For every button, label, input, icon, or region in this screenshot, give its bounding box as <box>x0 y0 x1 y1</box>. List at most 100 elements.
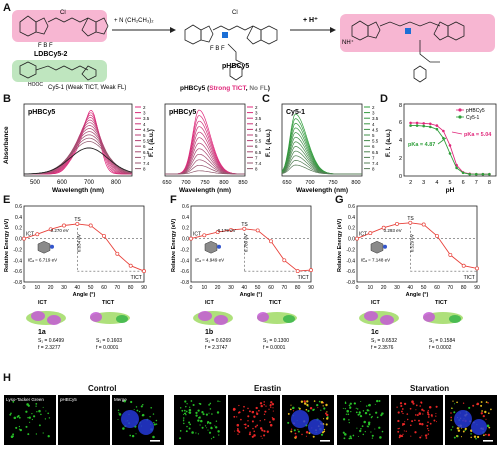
micro-dot <box>188 408 192 412</box>
chart-b2-ylabel: F. I. (a.u.) <box>148 129 155 157</box>
energy-point <box>142 269 146 274</box>
energy-ylabel: Relative Energy (eV) <box>4 219 10 272</box>
micro-dot <box>191 431 194 434</box>
micro-dot <box>406 418 409 421</box>
chart-d-ylabel: F. I. (a.u.) <box>385 129 392 157</box>
nucleus <box>291 410 309 428</box>
micro-dot <box>303 400 306 403</box>
energy-point <box>395 221 399 226</box>
ict-structure-title: ICT <box>371 300 381 306</box>
energy-axes <box>23 205 145 283</box>
micro-dot <box>484 433 487 436</box>
micro-dot <box>185 414 187 416</box>
micro-dot <box>402 424 404 426</box>
energy-point <box>475 266 479 271</box>
nhplus-label: NH⁺ <box>342 39 354 46</box>
micro-dot <box>402 433 404 435</box>
micro-dot <box>243 423 245 426</box>
chart-d: F. I. (a.u.) 0 2 4 6 8 2 3 4 5 6 7 8 pH pHBCy5… <box>385 103 497 194</box>
micro-dot <box>303 402 307 405</box>
micro-dot <box>188 427 191 430</box>
micro-dot <box>401 408 404 410</box>
micro-dot <box>208 431 212 434</box>
legend-c-label: 3.5 <box>372 116 379 121</box>
micro-dot <box>378 400 381 402</box>
micro-dot <box>263 430 266 433</box>
micro-dot <box>218 434 220 436</box>
micro-dot <box>234 430 236 432</box>
micro-dot <box>186 425 188 428</box>
micro-dot <box>476 435 480 439</box>
d-xtick: 7 <box>475 180 478 186</box>
micro-dot <box>217 400 219 402</box>
micro-dot <box>381 430 384 433</box>
legend-c-label: 2 <box>372 105 375 110</box>
d-point <box>435 127 439 131</box>
micro-dot <box>346 409 349 413</box>
micro-dot <box>13 416 17 420</box>
legend-c-label: 5 <box>372 133 375 138</box>
panel-letter-a: A <box>3 2 11 14</box>
micro-dot <box>251 435 254 438</box>
d-xtick: 3 <box>422 180 425 186</box>
micro-dot <box>365 405 368 407</box>
b2-series-5 <box>165 137 245 175</box>
micro-dot <box>400 410 403 413</box>
micro-dot <box>199 403 202 405</box>
micro-dot <box>451 426 454 428</box>
micro-dot <box>353 402 356 405</box>
tict-s1-label: S₁ = 0.1603 <box>96 338 122 344</box>
energy-point <box>35 232 40 237</box>
micro-dot <box>431 416 433 418</box>
energy-xtick: 0 <box>23 285 26 291</box>
legend-c-label: 3 <box>372 111 375 116</box>
micro-dot <box>182 417 185 419</box>
energy-point <box>189 236 193 241</box>
micro-dot <box>48 417 51 419</box>
micro-dot <box>376 399 379 403</box>
micro-dot <box>368 413 371 416</box>
energy-molecule-glyph <box>370 241 387 254</box>
legend-b1-label: 8 <box>143 167 146 172</box>
nucleus <box>454 410 472 428</box>
energy-point <box>202 233 207 238</box>
micro-dot <box>236 416 238 418</box>
energy-ie-label: IEₐ = 6.719 eV <box>28 257 57 262</box>
micro-dot <box>290 404 292 406</box>
energy-ytick: -0.2 <box>346 247 355 253</box>
b2-series-8 <box>165 170 245 175</box>
micro-dot <box>368 403 371 407</box>
micro-dot <box>342 418 346 421</box>
micro-dot <box>305 435 307 437</box>
energy-xtick: 30 <box>394 285 400 291</box>
micro-dot <box>419 405 422 407</box>
micro-dot <box>402 412 404 415</box>
micro-dot <box>256 424 259 427</box>
micro-dot <box>485 401 488 403</box>
micro-dot <box>42 406 44 408</box>
micro-dot <box>35 405 37 407</box>
micro-dot <box>259 420 261 422</box>
micro-dot <box>297 430 300 433</box>
micro-dot <box>480 412 483 415</box>
chart-c-ylabel: F. I. (a.u.) <box>265 129 272 157</box>
d-point <box>415 121 419 125</box>
micro-dot <box>199 424 201 426</box>
legend-b1: 233.544.555.566.577.48 <box>135 105 150 172</box>
micro-dot <box>197 419 200 422</box>
energy-curve <box>356 222 478 269</box>
micro-dot <box>414 414 417 416</box>
micro-dot <box>289 408 292 411</box>
energy-ytick: 0.4 <box>182 215 189 221</box>
micro-dot <box>370 416 373 419</box>
micro-dot <box>435 405 438 408</box>
cl-label-1: Cl <box>60 10 66 16</box>
micro-dot <box>487 412 490 415</box>
energy-barrier-label: 0.293 eV <box>384 228 402 233</box>
d-ytick-0: 0 <box>399 174 402 180</box>
molecule-id-label: 1a <box>38 329 46 336</box>
micro-dot <box>15 426 18 429</box>
label-control: Control <box>88 384 117 393</box>
micro-dot <box>208 412 210 414</box>
micro-dot <box>130 400 133 404</box>
